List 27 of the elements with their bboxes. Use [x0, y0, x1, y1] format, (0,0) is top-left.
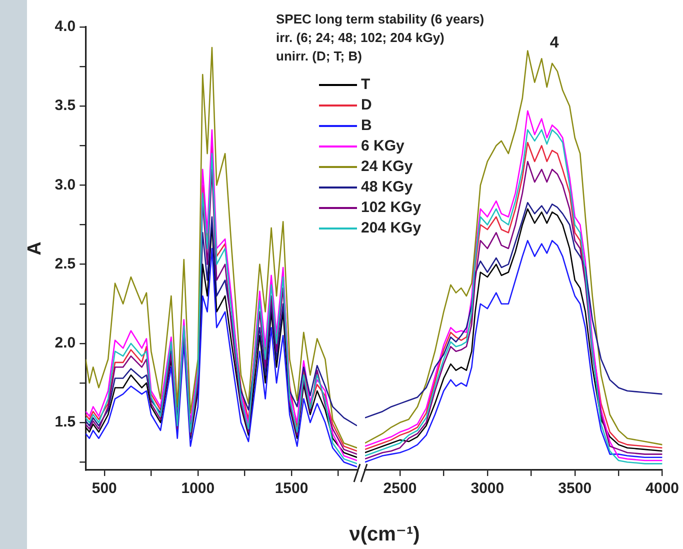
- y-tick-label: 2.5: [54, 255, 76, 272]
- x-axis-title: ν(cm⁻¹): [349, 524, 420, 546]
- y-tick-label: 3.5: [54, 97, 76, 114]
- legend-label: T: [361, 76, 370, 94]
- legend-label: 204 KGy: [361, 220, 422, 237]
- annotation: irr. (6; 24; 48; 102; 204 kGy): [276, 30, 444, 46]
- legend-label: 48 KGy: [361, 178, 414, 196]
- legend-label: D: [361, 96, 372, 114]
- legend-label: 102 KGy: [361, 199, 422, 216]
- annotation: 4: [550, 34, 559, 52]
- text: SPEC long term stability (6 years): [276, 12, 484, 27]
- x-tick-label: 1000: [181, 480, 215, 498]
- y-tick-label: 2.0: [54, 334, 76, 352]
- x-tick-label: 1500: [274, 480, 308, 498]
- x-tick-label: 3000: [470, 480, 504, 498]
- x-tick-label: 2500: [383, 480, 417, 498]
- y-tick-label: 3.0: [54, 176, 76, 194]
- x-tick-label: 3500: [558, 480, 592, 498]
- legend-label: 6 KGy: [361, 138, 406, 155]
- legend-label: 24 KGy: [361, 158, 414, 176]
- annotation: unirr. (D; T; B): [276, 48, 362, 64]
- y-tick-label: 4.0: [54, 18, 76, 36]
- y-tick-label: 1.5: [54, 414, 76, 431]
- legend-label: B: [361, 117, 372, 134]
- y-axis-title: A: [24, 241, 46, 256]
- x-tick-label: 500: [92, 480, 117, 498]
- x-tick-label: 4000: [646, 480, 680, 498]
